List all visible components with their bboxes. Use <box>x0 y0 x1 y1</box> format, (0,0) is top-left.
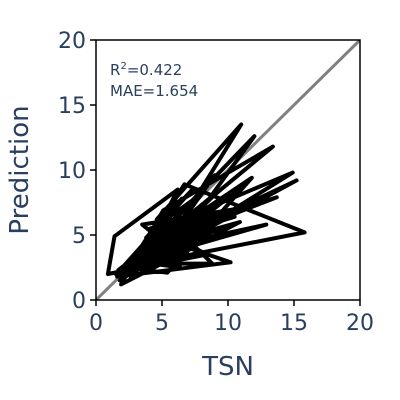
mae-annotation: MAE=1.654 <box>110 82 198 100</box>
x-tick-label-1: 5 <box>155 311 169 336</box>
x-tick-label-3: 15 <box>280 311 308 336</box>
x-tick-label-4: 20 <box>346 311 374 336</box>
plot-frame <box>95 39 361 301</box>
y-tick-label-3: 15 <box>58 94 86 119</box>
ticks-layer: 0 5 10 15 20 0 5 10 15 20 <box>58 29 374 336</box>
y-tick-label-4: 20 <box>58 29 86 54</box>
x-axis-title: TSN <box>201 352 254 382</box>
y-axis-title: Prediction <box>5 105 35 234</box>
x-tick-label-2: 10 <box>214 311 242 336</box>
y-tick-label-0: 0 <box>72 289 86 314</box>
y-tick-label-2: 10 <box>58 159 86 184</box>
series-line-0 <box>105 122 307 287</box>
r2-annotation: R2=0.422 <box>110 61 182 79</box>
data-layer <box>96 40 360 300</box>
y-tick-label-1: 5 <box>72 224 86 249</box>
x-tick-label-0: 0 <box>89 311 103 336</box>
